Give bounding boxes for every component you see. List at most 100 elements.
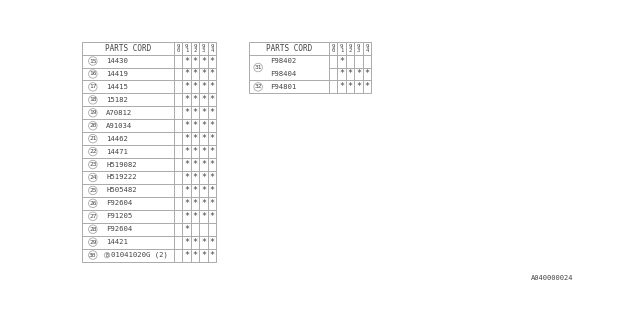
Text: 9
4: 9 4	[211, 44, 214, 53]
Text: F98404: F98404	[269, 71, 296, 77]
Text: 9
3: 9 3	[357, 44, 360, 53]
Text: *: *	[184, 186, 189, 195]
Text: *: *	[184, 69, 189, 78]
Text: 14430: 14430	[106, 58, 128, 64]
Text: 30: 30	[89, 252, 97, 258]
Text: *: *	[193, 83, 198, 92]
Text: *: *	[210, 147, 214, 156]
Text: 14421: 14421	[106, 239, 128, 245]
Text: F94801: F94801	[269, 84, 296, 90]
Text: *: *	[210, 83, 214, 92]
Text: *: *	[210, 134, 214, 143]
Text: *: *	[184, 212, 189, 221]
Text: 14471: 14471	[106, 148, 128, 155]
Text: F98402: F98402	[269, 58, 296, 64]
Text: *: *	[193, 95, 198, 104]
Text: B: B	[106, 252, 108, 258]
Text: 9
1: 9 1	[340, 44, 343, 53]
Text: 29: 29	[89, 240, 97, 245]
Text: 22: 22	[89, 149, 97, 154]
Text: 19: 19	[89, 110, 97, 115]
Text: *: *	[193, 134, 198, 143]
Text: *: *	[210, 108, 214, 117]
Text: *: *	[184, 57, 189, 66]
Text: *: *	[201, 186, 206, 195]
Text: *: *	[184, 173, 189, 182]
Text: *: *	[193, 108, 198, 117]
Text: 16: 16	[89, 71, 97, 76]
Text: 31: 31	[254, 65, 262, 70]
Text: *: *	[193, 186, 198, 195]
Text: *: *	[193, 69, 198, 78]
Text: *: *	[201, 69, 206, 78]
Text: F91205: F91205	[106, 213, 132, 219]
Text: 21: 21	[89, 136, 97, 141]
Text: *: *	[210, 212, 214, 221]
Text: *: *	[201, 212, 206, 221]
Text: *: *	[210, 69, 214, 78]
Text: *: *	[184, 121, 189, 130]
Text: 14415: 14415	[106, 84, 128, 90]
Text: *: *	[201, 95, 206, 104]
Text: *: *	[193, 173, 198, 182]
Text: *: *	[193, 147, 198, 156]
Text: *: *	[184, 199, 189, 208]
Text: *: *	[184, 108, 189, 117]
Text: *: *	[201, 147, 206, 156]
Text: *: *	[193, 160, 198, 169]
Text: *: *	[201, 199, 206, 208]
Text: *: *	[184, 160, 189, 169]
Text: 20: 20	[89, 123, 97, 128]
Text: 15: 15	[89, 59, 97, 64]
Text: *: *	[356, 83, 361, 92]
Text: *: *	[210, 186, 214, 195]
Text: *: *	[365, 69, 370, 78]
Text: 9
3: 9 3	[202, 44, 205, 53]
Text: *: *	[210, 199, 214, 208]
Text: 17: 17	[89, 84, 97, 89]
Text: *: *	[193, 199, 198, 208]
Text: *: *	[210, 57, 214, 66]
Bar	[249, 42, 371, 93]
Text: H505482: H505482	[106, 188, 137, 193]
Text: *: *	[348, 83, 353, 92]
Text: 9
0: 9 0	[332, 44, 335, 53]
Text: 9
2: 9 2	[348, 44, 352, 53]
Text: 14419: 14419	[106, 71, 128, 77]
Text: 9
0: 9 0	[177, 44, 180, 53]
Text: *: *	[184, 95, 189, 104]
Text: 24: 24	[89, 175, 97, 180]
Text: *: *	[184, 83, 189, 92]
Text: H519082: H519082	[106, 162, 137, 168]
Text: *: *	[356, 69, 361, 78]
Text: *: *	[184, 134, 189, 143]
Text: A70812: A70812	[106, 110, 132, 116]
Text: *: *	[201, 134, 206, 143]
Text: *: *	[210, 160, 214, 169]
Text: 25: 25	[89, 188, 97, 193]
Text: *: *	[184, 238, 189, 247]
Text: *: *	[193, 212, 198, 221]
Text: *: *	[201, 83, 206, 92]
Text: *: *	[210, 251, 214, 260]
Text: *: *	[339, 57, 344, 66]
Text: *: *	[184, 147, 189, 156]
Text: *: *	[201, 238, 206, 247]
Text: *: *	[210, 95, 214, 104]
Text: 27: 27	[89, 214, 97, 219]
Text: *: *	[201, 57, 206, 66]
Text: *: *	[184, 251, 189, 260]
Text: *: *	[210, 173, 214, 182]
Text: *: *	[184, 225, 189, 234]
Text: *: *	[193, 57, 198, 66]
Text: *: *	[339, 83, 344, 92]
Text: *: *	[201, 173, 206, 182]
Text: 9
2: 9 2	[193, 44, 196, 53]
Text: A91034: A91034	[106, 123, 132, 129]
Text: 9
4: 9 4	[365, 44, 369, 53]
Text: *: *	[339, 69, 344, 78]
Text: 14462: 14462	[106, 136, 128, 142]
Text: *: *	[210, 121, 214, 130]
Text: 01041020G (2): 01041020G (2)	[111, 252, 168, 258]
Text: 23: 23	[89, 162, 97, 167]
